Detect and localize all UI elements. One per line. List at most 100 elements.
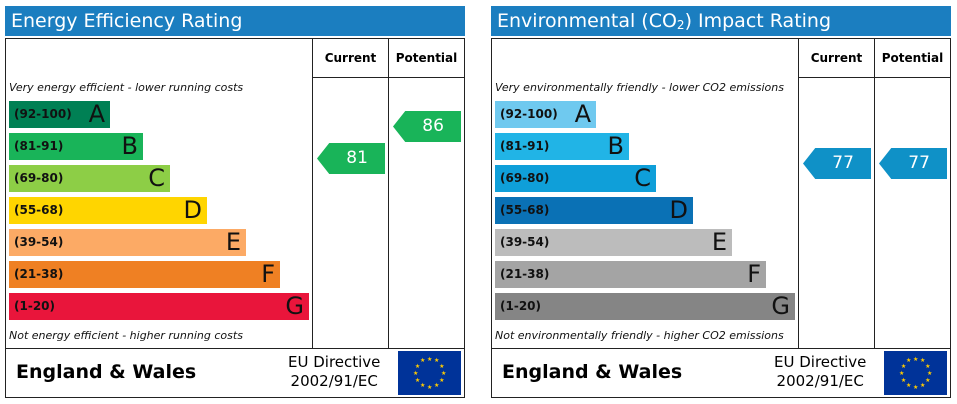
footer: England & Wales EU Directive 2002/91/EC …: [6, 348, 464, 397]
star-icon: ★: [414, 376, 421, 384]
title-prefix: Environmental (CO: [497, 10, 677, 32]
band-range-label: (39-54): [14, 235, 64, 249]
band-letter: E: [225, 228, 241, 256]
eu-flag-icon: ★ ★ ★ ★ ★ ★ ★ ★ ★ ★ ★ ★: [398, 351, 461, 395]
column-divider: [312, 39, 313, 348]
star-icon: ★: [441, 369, 447, 377]
country-label: England & Wales: [502, 361, 683, 383]
band-letter: G: [771, 292, 790, 320]
footer-divider: [6, 348, 464, 349]
rating-band-b: (81-91) B: [9, 133, 143, 160]
current-column-header: Current: [324, 51, 377, 65]
band-range-label: (92-100): [14, 107, 72, 121]
rating-band-a: (92-100) A: [495, 101, 596, 128]
star-icon: ★: [413, 369, 419, 377]
band-letter: B: [121, 132, 138, 160]
current-arrow-shape: [317, 143, 385, 174]
band-range-label: (21-38): [500, 267, 550, 281]
top-note: Very environmentally friendly - lower CO…: [495, 81, 784, 94]
band-letter: F: [261, 260, 275, 288]
eu-directive: EU Directive 2002/91/EC: [288, 353, 380, 391]
footer: England & Wales EU Directive 2002/91/EC …: [492, 348, 950, 397]
rating-band-b: (81-91) B: [495, 133, 629, 160]
column-divider: [874, 39, 875, 348]
band-range-label: (39-54): [500, 235, 550, 249]
top-note: Very energy efficient - lower running co…: [9, 81, 244, 94]
star-icon: ★: [439, 376, 445, 384]
header-divider: [798, 77, 950, 78]
star-icon: ★: [925, 362, 931, 370]
rating-band-g: (1-20) G: [495, 293, 795, 320]
band-letter: C: [148, 164, 165, 192]
directive-line2: 2002/91/EC: [776, 372, 864, 390]
band-letter: D: [669, 196, 688, 224]
title-subscript: 2: [676, 18, 685, 32]
band-range-label: (69-80): [500, 171, 550, 185]
star-icon: ★: [927, 369, 933, 377]
band-range-label: (1-20): [14, 299, 55, 313]
energy-panel-title: Energy Efficiency Rating: [5, 6, 465, 36]
potential-arrow-shape: [393, 111, 461, 142]
band-letter: E: [711, 228, 727, 256]
directive-line2: 2002/91/EC: [290, 372, 378, 390]
star-icon: ★: [427, 383, 433, 391]
rating-band-d: (55-68) D: [9, 197, 207, 224]
star-icon: ★: [900, 362, 907, 370]
rating-band-f: (21-38) F: [9, 261, 280, 288]
environmental-panel-title: Environmental (CO2) Impact Rating: [491, 6, 951, 36]
star-icon: ★: [427, 355, 433, 363]
band-letter: A: [574, 100, 591, 128]
star-icon: ★: [434, 381, 440, 389]
potential-rating-arrow: 86: [393, 111, 461, 142]
environmental-chart-frame: Current Potential Very environmentally f…: [491, 38, 951, 398]
directive-line1: EU Directive: [288, 353, 381, 371]
band-range-label: (69-80): [14, 171, 64, 185]
band-letter: D: [183, 196, 202, 224]
directive-line1: EU Directive: [774, 353, 867, 371]
potential-arrow-shape: [879, 148, 947, 179]
current-rating-arrow: 77: [803, 148, 871, 179]
star-icon: ★: [920, 357, 926, 365]
potential-rating-value: 77: [908, 153, 930, 173]
band-letter: F: [747, 260, 761, 288]
star-icon: ★: [913, 355, 919, 363]
title-suffix: ) Impact Rating: [684, 10, 832, 32]
star-icon: ★: [414, 362, 421, 370]
star-icon: ★: [925, 376, 931, 384]
rating-band-f: (21-38) F: [495, 261, 766, 288]
current-arrow-shape: [803, 148, 871, 179]
country-label: England & Wales: [16, 361, 197, 383]
band-range-label: (55-68): [500, 203, 550, 217]
band-letter: B: [607, 132, 624, 160]
star-icon: ★: [906, 381, 912, 389]
bottom-note: Not energy efficient - higher running co…: [9, 329, 243, 342]
band-range-label: (81-91): [500, 139, 550, 153]
band-letter: A: [88, 100, 105, 128]
star-icon: ★: [900, 376, 907, 384]
band-range-label: (21-38): [14, 267, 64, 281]
footer-divider: [492, 348, 950, 349]
star-icon: ★: [420, 381, 426, 389]
band-letter: G: [285, 292, 304, 320]
current-column-header: Current: [810, 51, 863, 65]
potential-rating-value: 86: [422, 116, 444, 136]
star-icon: ★: [434, 357, 440, 365]
star-icon: ★: [439, 362, 445, 370]
band-range-label: (55-68): [14, 203, 64, 217]
current-rating-value: 81: [346, 148, 368, 168]
star-icon: ★: [899, 369, 905, 377]
rating-band-a: (92-100) A: [9, 101, 110, 128]
star-icon: ★: [913, 383, 919, 391]
potential-column-header: Potential: [881, 51, 944, 65]
eu-flag-icon: ★ ★ ★ ★ ★ ★ ★ ★ ★ ★ ★ ★: [884, 351, 947, 395]
potential-rating-arrow: 77: [879, 148, 947, 179]
energy-efficiency-panel: Energy Efficiency Rating Current Potenti…: [5, 6, 465, 398]
rating-band-g: (1-20) G: [9, 293, 309, 320]
star-icon: ★: [420, 357, 426, 365]
rating-band-e: (39-54) E: [495, 229, 732, 256]
column-divider: [388, 39, 389, 348]
band-range-label: (81-91): [14, 139, 64, 153]
environmental-impact-panel: Environmental (CO2) Impact Rating Curren…: [491, 6, 951, 398]
rating-band-c: (69-80) C: [495, 165, 656, 192]
bottom-note: Not environmentally friendly - higher CO…: [495, 329, 784, 342]
